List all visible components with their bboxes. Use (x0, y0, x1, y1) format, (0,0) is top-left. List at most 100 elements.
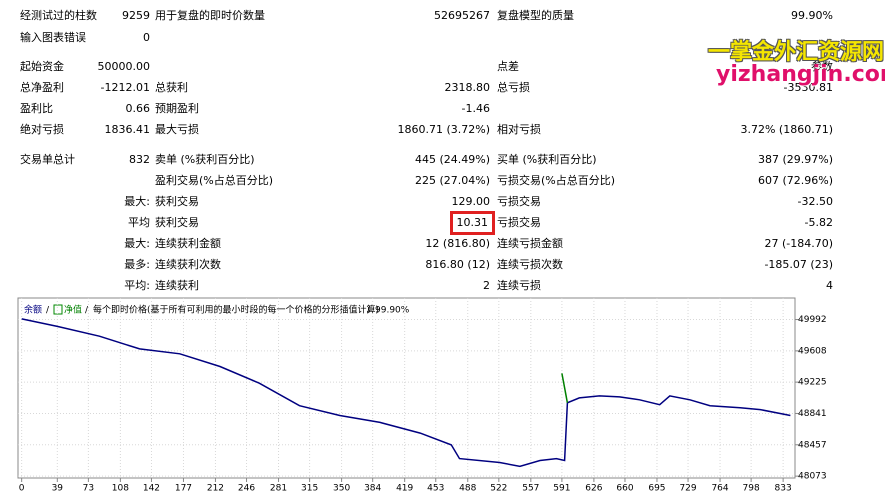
field-label: 总获利 (155, 81, 188, 94)
field-label: 用于复盘的即时价数量 (155, 9, 265, 22)
y-tick-label: 48841 (798, 409, 827, 419)
field-value: 10.31 (449, 211, 495, 235)
separator: / (367, 306, 371, 316)
field-label: 亏损交易 (497, 195, 541, 208)
x-tick-label: 488 (459, 484, 476, 494)
field-label: 获利交易 (155, 195, 199, 208)
y-tick-label: 48073 (798, 472, 827, 482)
x-tick-label: 660 (616, 484, 633, 494)
field-value: 129.00 (451, 195, 491, 208)
x-tick-label: 798 (743, 484, 760, 494)
x-tick-label: 729 (679, 484, 696, 494)
field-value: 0.66 (125, 102, 151, 115)
field-label: 亏损交易(%占总百分比) (497, 174, 616, 187)
field-value: 12 (816.80) (425, 237, 490, 250)
field-value: 27 (-184.70) (764, 237, 833, 250)
y-tick-label: 49992 (798, 315, 827, 325)
field-value: 445 (24.49%) (414, 153, 490, 166)
field-value: -3530.81 (783, 81, 833, 94)
legend-label: 余额 (24, 304, 42, 316)
field-label: 最大: (124, 195, 150, 208)
field-label: 起始资金 (20, 60, 64, 73)
field-label: 卖单 (%获利百分比) (155, 153, 255, 166)
x-tick-label: 764 (711, 484, 728, 494)
field-value: 1836.41 (104, 123, 151, 136)
field-value: -185.07 (23) (764, 258, 833, 271)
series-line (561, 373, 569, 403)
field-label: 交易单总计 (20, 153, 75, 166)
field-value: 832 (129, 153, 150, 166)
field-value: 99.90% (791, 9, 833, 22)
x-tick-label: 108 (112, 484, 129, 494)
x-tick-label: 0 (19, 484, 25, 494)
x-tick-label: 142 (143, 484, 160, 494)
y-tick-label: 49225 (798, 378, 827, 388)
field-label: 连续亏损次数 (497, 258, 563, 271)
legend-label: 净值 (64, 304, 82, 316)
chart-title: 每个即时价格(基于所有可利用的最小时段的每一个价格的分形插值计算) (93, 304, 379, 316)
x-tick-label: 591 (553, 484, 570, 494)
x-tick-label: 626 (585, 484, 602, 494)
chart-subtitle: 99.90% (375, 306, 410, 316)
chart: 余额 / 净值 / 每个即时价格(基于所有可利用的最小时段的每一个价格的分形插值… (17, 297, 827, 494)
field-value: 607 (72.96%) (757, 174, 833, 187)
field-label: 盈利交易(%占总百分比) (155, 174, 274, 187)
field-value: 816.80 (12) (425, 258, 490, 271)
field-value: 50000.00 (97, 60, 151, 73)
plot-frame (17, 297, 796, 479)
watermark: yizhangjin.com (716, 62, 885, 87)
field-label: 平均 (128, 216, 150, 229)
field-value: 3.72% (1860.71) (740, 123, 833, 136)
x-tick-label: 39 (52, 484, 64, 494)
series-line (21, 318, 791, 468)
field-label: 最大: (124, 237, 150, 250)
x-tick-label: 73 (83, 484, 94, 494)
x-tick-label: 212 (207, 484, 224, 494)
x-tick-label: 384 (364, 484, 381, 494)
x-tick-label: 246 (238, 484, 255, 494)
field-value: -5.82 (804, 216, 833, 229)
field-label: 买单 (%获利百分比) (497, 153, 597, 166)
field-label: 复盘模型的质量 (497, 9, 574, 22)
field-label: 盈利比 (20, 102, 53, 115)
x-tick-label: 557 (522, 484, 539, 494)
field-value: 2318.80 (444, 81, 491, 94)
field-label: 连续获利金额 (155, 237, 221, 250)
x-tick-label: 177 (175, 484, 192, 494)
field-label: 平均: (124, 279, 150, 292)
field-label: 连续亏损 (497, 279, 541, 292)
field-value: 9259 (122, 9, 150, 22)
field-label: 亏损交易 (497, 216, 541, 229)
x-tick-label: 833 (775, 484, 792, 494)
y-tick-label: 49608 (798, 346, 827, 356)
field-value: 2 (483, 279, 490, 292)
x-tick-label: 453 (427, 484, 444, 494)
field-value: -32.50 (797, 195, 833, 208)
field-label: 最大亏损 (155, 123, 199, 136)
field-label: 绝对亏损 (20, 123, 64, 136)
field-label: 最多: (124, 258, 150, 271)
field-value: 4 (826, 279, 833, 292)
field-label: 连续亏损金额 (497, 237, 563, 250)
x-tick-label: 315 (301, 484, 318, 494)
field-label: 相对亏损 (497, 123, 541, 136)
x-tick-label: 350 (333, 484, 350, 494)
field-label: 连续获利次数 (155, 258, 221, 271)
field-label: 经测试过的柱数 (20, 9, 97, 22)
field-value: 0 (143, 31, 150, 44)
y-tick-label: 48457 (798, 440, 827, 450)
x-tick-label: 695 (648, 484, 665, 494)
field-label: 总净盈利 (20, 81, 64, 94)
field-value: 52695267 (434, 9, 490, 22)
x-tick-label: 281 (270, 484, 287, 494)
field-label: 连续获利 (155, 279, 199, 292)
field-value: -1.46 (461, 102, 490, 115)
x-tick-label: 419 (396, 484, 413, 494)
watermark: 一掌金外汇资源网 (708, 40, 885, 65)
field-value: 387 (29.97%) (757, 153, 833, 166)
x-tick-label: 522 (490, 484, 507, 494)
legend-icon (53, 304, 63, 315)
field-value: -1212.01 (100, 81, 150, 94)
field-value: 1860.71 (3.72%) (397, 123, 490, 136)
